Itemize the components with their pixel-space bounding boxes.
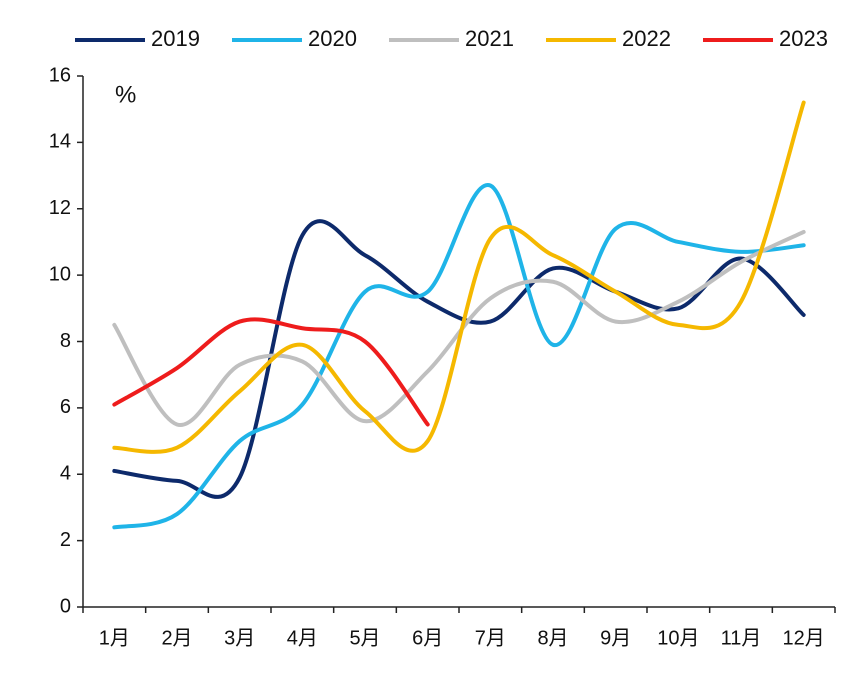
legend-label: 2019 — [151, 26, 200, 51]
x-tick-label: 8月 — [537, 627, 568, 649]
y-tick-label: 0 — [60, 595, 71, 617]
y-tick-label: 16 — [49, 64, 71, 86]
y-tick-label: 12 — [49, 197, 71, 219]
x-tick-label: 6月 — [412, 627, 443, 649]
x-tick-label: 11月 — [721, 627, 762, 649]
unit-label: % — [115, 81, 136, 108]
x-tick-label: 4月 — [287, 627, 318, 649]
legend-label: 2020 — [308, 26, 357, 51]
y-tick-label: 2 — [60, 529, 71, 551]
x-tick-label: 5月 — [349, 627, 380, 649]
line-series — [112, 219, 806, 499]
legend-label: 2022 — [622, 26, 671, 51]
x-tick-label: 7月 — [475, 627, 506, 649]
line-series — [112, 229, 806, 427]
legend-label: 2023 — [779, 26, 828, 51]
x-tick-label: 2月 — [161, 627, 192, 649]
x-tick-label: 12月 — [783, 627, 825, 649]
y-tick-label: 6 — [60, 396, 71, 418]
x-tick-label: 1月 — [99, 627, 130, 649]
y-tick-label: 10 — [49, 263, 71, 285]
legend-label: 2021 — [465, 26, 514, 51]
line-series — [112, 183, 806, 530]
x-tick-label: 10月 — [657, 627, 699, 649]
x-tick-label: 3月 — [224, 627, 255, 649]
y-tick-label: 8 — [60, 330, 71, 352]
y-tick-label: 4 — [60, 463, 71, 485]
y-tick-label: 14 — [49, 131, 71, 153]
x-tick-label: 9月 — [600, 627, 631, 649]
line-series — [112, 100, 806, 454]
line-series — [112, 317, 430, 427]
